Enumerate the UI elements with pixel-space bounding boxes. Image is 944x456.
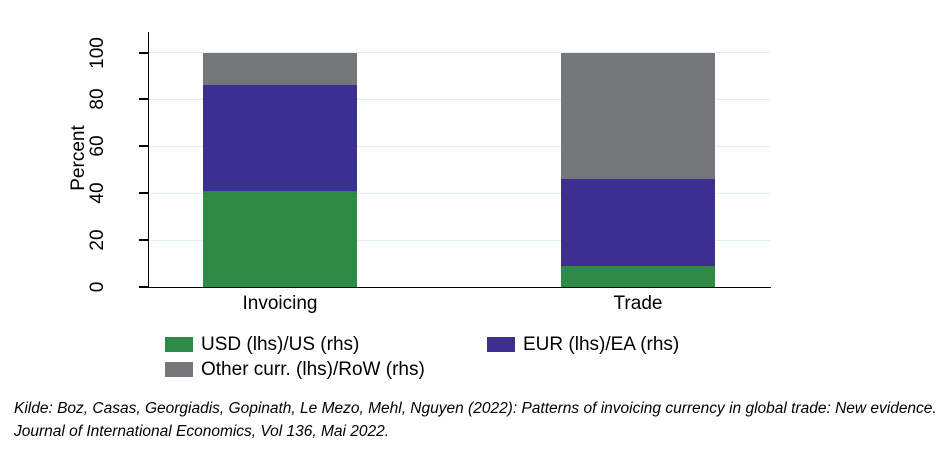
y-tick-label-80: 80 [87,88,108,110]
legend-swatch-other [165,362,193,377]
y-tick-label-60: 60 [87,135,108,157]
bar-invoicing-segment-other [203,52,357,86]
bar-invoicing-segment-usd [203,190,357,287]
gridline-40 [149,192,770,194]
legend-swatch-eur [487,337,515,352]
gridline-100 [149,52,770,53]
bar-invoicing-segment-eur [203,85,357,191]
legend-label-eur: EUR (lhs)/EA (rhs) [523,333,680,355]
legend-item-other: Other curr. (lhs)/RoW (rhs) [165,358,425,380]
bar-trade-segment-usd [561,265,715,287]
y-tick-mark-20 [139,239,148,242]
legend-label-other: Other curr. (lhs)/RoW (rhs) [201,358,425,380]
source-note: Kilde: Boz, Casas, Georgiadis, Gopinath,… [14,400,937,440]
bar-trade-segment-other [561,52,715,180]
legend-item-eur: EUR (lhs)/EA (rhs) [487,333,680,355]
y-tick-mark-0 [139,286,148,288]
legend-item-usd: USD (lhs)/US (rhs) [165,333,360,355]
y-tick-mark-40 [139,192,148,195]
gridline-80 [149,98,770,100]
x-tick-label-trade: Trade [613,293,663,314]
bar-trade-segment-eur [561,179,715,266]
y-tick-label-20: 20 [87,229,108,251]
y-axis-line [147,32,150,288]
y-tick-mark-80 [139,98,148,101]
gridline-60 [149,145,770,147]
y-tick-label-40: 40 [87,182,108,204]
y-tick-mark-100 [139,51,148,54]
x-axis-line [147,286,771,289]
y-axis-title: Percent [68,125,89,191]
gridline-20 [149,239,770,241]
y-tick-mark-60 [139,145,148,148]
y-tick-label-100: 100 [87,36,108,69]
legend-label-usd: USD (lhs)/US (rhs) [201,333,360,355]
y-tick-label-0: 0 [87,281,108,293]
x-tick-label-invoicing: Invoicing [242,293,318,314]
legend-swatch-usd [165,337,193,352]
